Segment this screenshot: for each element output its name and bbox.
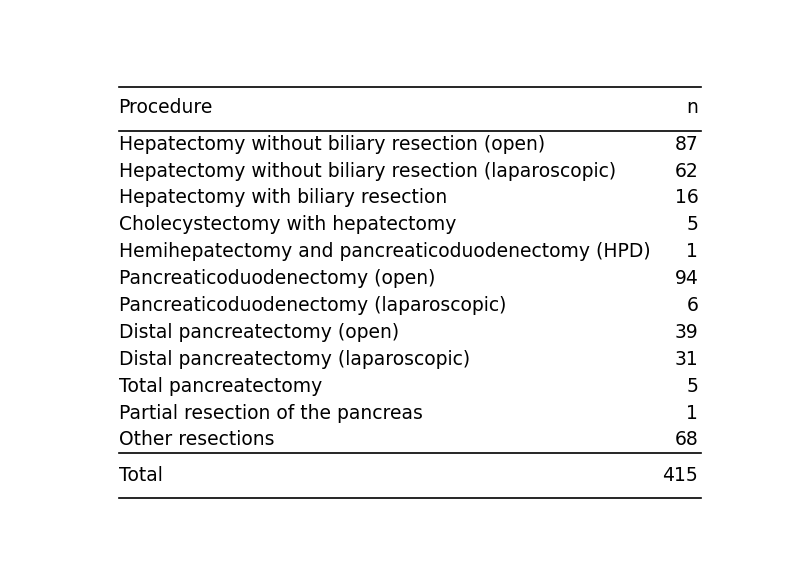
Text: 1: 1 bbox=[686, 242, 698, 261]
Text: 62: 62 bbox=[674, 162, 698, 181]
Text: 31: 31 bbox=[674, 350, 698, 369]
Text: 68: 68 bbox=[674, 430, 698, 449]
Text: 6: 6 bbox=[686, 296, 698, 315]
Text: Hepatectomy without biliary resection (laparoscopic): Hepatectomy without biliary resection (l… bbox=[118, 162, 616, 181]
Text: 5: 5 bbox=[686, 377, 698, 395]
Text: 94: 94 bbox=[674, 269, 698, 288]
Text: n: n bbox=[686, 98, 698, 117]
Text: 39: 39 bbox=[674, 323, 698, 342]
Text: Total: Total bbox=[118, 466, 162, 485]
Text: Pancreaticoduodenectomy (laparoscopic): Pancreaticoduodenectomy (laparoscopic) bbox=[118, 296, 506, 315]
Text: Distal pancreatectomy (laparoscopic): Distal pancreatectomy (laparoscopic) bbox=[118, 350, 470, 369]
Text: 415: 415 bbox=[662, 466, 698, 485]
Text: Distal pancreatectomy (open): Distal pancreatectomy (open) bbox=[118, 323, 398, 342]
Text: Cholecystectomy with hepatectomy: Cholecystectomy with hepatectomy bbox=[118, 215, 456, 234]
Text: Hepatectomy without biliary resection (open): Hepatectomy without biliary resection (o… bbox=[118, 135, 545, 154]
Text: Hemihepatectomy and pancreaticoduodenectomy (HPD): Hemihepatectomy and pancreaticoduodenect… bbox=[118, 242, 650, 261]
Text: Total pancreatectomy: Total pancreatectomy bbox=[118, 377, 322, 395]
Text: Other resections: Other resections bbox=[118, 430, 274, 449]
Text: 1: 1 bbox=[686, 404, 698, 422]
Text: 87: 87 bbox=[674, 135, 698, 154]
Text: Hepatectomy with biliary resection: Hepatectomy with biliary resection bbox=[118, 188, 447, 207]
Text: Procedure: Procedure bbox=[118, 98, 213, 117]
Text: 5: 5 bbox=[686, 215, 698, 234]
Text: Partial resection of the pancreas: Partial resection of the pancreas bbox=[118, 404, 422, 422]
Text: Pancreaticoduodenectomy (open): Pancreaticoduodenectomy (open) bbox=[118, 269, 435, 288]
Text: 16: 16 bbox=[674, 188, 698, 207]
